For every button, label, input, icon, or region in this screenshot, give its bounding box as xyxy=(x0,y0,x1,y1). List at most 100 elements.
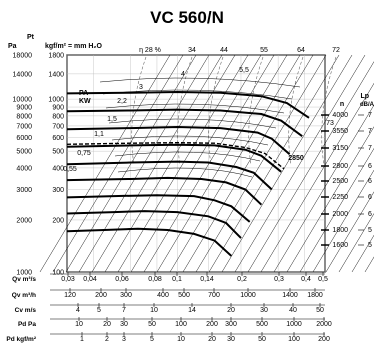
efficiency-label: 34 xyxy=(188,47,196,54)
scale-label: 1 xyxy=(80,336,84,343)
power-curve xyxy=(114,151,261,162)
y-tick-label-kgf: 800 xyxy=(52,113,64,120)
y-tick-label-kgf: 1800 xyxy=(48,53,64,60)
power-label: 5,5 xyxy=(239,67,249,74)
y-tick-label-kgf: 700 xyxy=(52,123,64,130)
speed-curve-2000 xyxy=(66,194,251,223)
scale-label: 100 xyxy=(288,336,300,343)
power-label: 4 xyxy=(181,71,185,78)
scale-name: Cv m/s xyxy=(15,307,37,314)
scale-name: Pd Pa xyxy=(18,321,36,328)
scale-label: 20 xyxy=(227,307,235,314)
system-line xyxy=(156,54,288,273)
system-line xyxy=(182,54,314,273)
speed-marker-label: 2850 xyxy=(288,155,304,162)
speed-label: 3150 xyxy=(332,145,348,152)
y-tick-label-pa: 3000 xyxy=(16,187,32,194)
scale-label: 0,14 xyxy=(200,276,214,283)
power-label: 3 xyxy=(139,84,143,91)
efficiency-curve xyxy=(177,56,193,166)
system-line xyxy=(234,54,366,273)
y-tick-label-pa: 4000 xyxy=(16,165,32,172)
scale-label: 10 xyxy=(177,336,185,343)
sound-level-label: 6 xyxy=(368,178,372,185)
system-line xyxy=(117,54,249,273)
y-tick-label-pa: 6000 xyxy=(16,135,32,142)
scale-label: 1000 xyxy=(240,292,256,299)
scale-label: 3 xyxy=(122,336,126,343)
speed-label: 2250 xyxy=(332,194,348,201)
y-tick-label-pa: 1000 xyxy=(16,270,32,277)
scale-label: 50 xyxy=(316,307,324,314)
speed-curve-2500 xyxy=(66,160,273,191)
scale-label: 40 xyxy=(289,307,297,314)
power-curve xyxy=(117,167,253,178)
speed-label: 3550 xyxy=(332,128,348,135)
scale-label: 0,06 xyxy=(115,276,129,283)
scale-label: 0,03 xyxy=(61,276,75,283)
scale-label: 200 xyxy=(206,321,218,328)
scale-label: 0,1 xyxy=(172,276,182,283)
y-tick-label-pa: 7000 xyxy=(16,123,32,130)
chart-title: VC 560/N xyxy=(150,8,224,27)
speed-curve-3550 xyxy=(66,108,303,138)
y-tick-label-pa: 18000 xyxy=(13,53,33,60)
sound-level-label: 7 xyxy=(368,145,372,152)
y-tick-label-kgf: 200 xyxy=(52,217,64,224)
power-curve xyxy=(99,77,301,88)
y-tick-label-kgf: 500 xyxy=(52,149,64,156)
scale-label: 400 xyxy=(157,292,169,299)
system-line xyxy=(312,169,374,273)
kw-label: KW xyxy=(79,98,91,105)
efficiency-curve xyxy=(208,56,224,166)
sound-level-label: 5 xyxy=(368,227,372,234)
system-line xyxy=(299,148,374,273)
sound-level-label: 7 xyxy=(368,128,372,135)
scale-name: Qv m³/s xyxy=(12,276,36,283)
scale-label: 14 xyxy=(188,307,196,314)
y-tick-label-kgf: 1400 xyxy=(48,71,64,78)
y-tick-label-pa: 9000 xyxy=(16,105,32,112)
scale-label: 5 xyxy=(97,307,101,314)
scale-label: 1000 xyxy=(286,321,302,328)
system-line xyxy=(130,54,262,273)
y-tick-label-pa: 2000 xyxy=(16,217,32,224)
y-tick-label-pa: 8000 xyxy=(16,113,32,120)
scale-label: 2 xyxy=(105,336,109,343)
scale-label: 2000 xyxy=(316,321,332,328)
speed-label: 1800 xyxy=(332,227,348,234)
system-line xyxy=(286,126,374,273)
system-line xyxy=(195,54,327,273)
scale-label: 10 xyxy=(150,307,158,314)
scale-label: 0,08 xyxy=(148,276,162,283)
speed-curve-dashed xyxy=(66,141,285,170)
system-line xyxy=(338,213,374,273)
speed-label: 2800 xyxy=(332,163,348,170)
y-tick-label-pa: 10000 xyxy=(13,97,33,104)
power-label: 1,5 xyxy=(107,116,117,123)
scale-label: 120 xyxy=(64,292,76,299)
system-line xyxy=(221,54,353,273)
efficiency-label: 64 xyxy=(297,47,305,54)
speed-curve-4000 xyxy=(66,90,310,119)
scale-label: 7 xyxy=(122,307,126,314)
speed-curve-3150 xyxy=(66,125,291,155)
efficiency-curve xyxy=(131,56,147,166)
scale-label: 30 xyxy=(120,321,128,328)
speed-label: 2000 xyxy=(332,211,348,218)
speed-curve-2800 xyxy=(66,143,282,173)
scale-label: 200 xyxy=(318,336,330,343)
scale-label: 1400 xyxy=(282,292,298,299)
scale-name: Pd kgf/m² xyxy=(6,336,36,343)
system-line xyxy=(260,82,374,273)
efficiency-curve xyxy=(288,56,304,166)
scale-label: 700 xyxy=(208,292,220,299)
scale-label: 20 xyxy=(208,336,216,343)
scale-label: 200 xyxy=(95,292,107,299)
scale-label: 0,4 xyxy=(301,276,311,283)
y-tick-label-kgf: 300 xyxy=(52,187,64,194)
efficiency-label: 72 xyxy=(332,47,340,54)
scale-label: 100 xyxy=(175,321,187,328)
speed-label: 4000 xyxy=(332,112,348,119)
scale-label: 300 xyxy=(120,292,132,299)
